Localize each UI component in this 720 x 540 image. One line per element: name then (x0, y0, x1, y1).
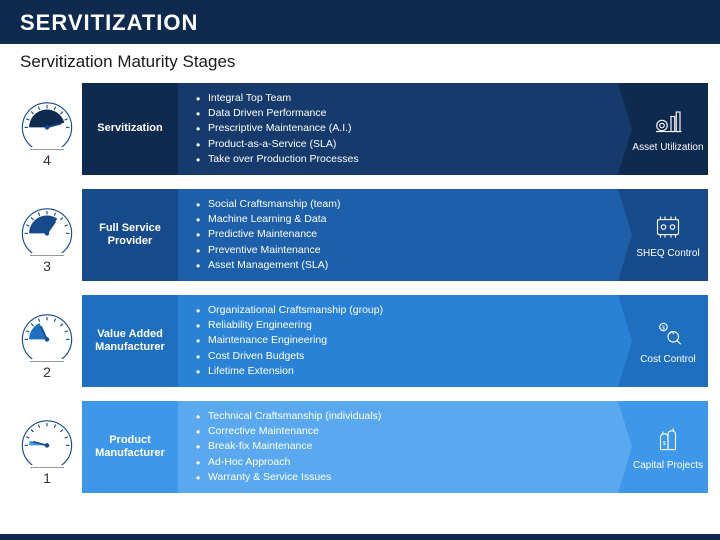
stage-icon: $ (653, 424, 683, 457)
gauge-level-1: 1 (12, 409, 82, 486)
bullet-item: Asset Management (SLA) (196, 258, 610, 273)
stage-row-3: 3 Full Service Provider Social Craftsman… (12, 186, 708, 284)
stage-icon (653, 106, 683, 139)
stage-icon-label: SHEQ Control (636, 248, 699, 259)
stage-row-2: 2 Value Added Manufacturer Organizationa… (12, 292, 708, 390)
stage-icon: $ (653, 318, 683, 351)
bullet-item: Maintenance Engineering (196, 333, 610, 348)
stage-banner: Servitization Integral Top TeamData Driv… (82, 83, 708, 175)
gauge-level-4: 4 (12, 91, 82, 168)
gauge-icon (19, 303, 75, 359)
stage-label: Value Added Manufacturer (82, 295, 178, 387)
bullet-item: Ad-Hoc Approach (196, 455, 610, 470)
stage-bullets: Social Craftsmanship (team)Machine Learn… (178, 189, 618, 281)
bullet-item: Lifetime Extension (196, 364, 610, 379)
stage-banner: Full Service Provider Social Craftsmansh… (82, 189, 708, 281)
stage-icon-label: Capital Projects (633, 460, 703, 471)
gauge-icon (19, 91, 75, 147)
svg-text:$: $ (662, 325, 665, 331)
stage-row-1: 1 Product Manufacturer Technical Craftsm… (12, 398, 708, 496)
gauge-number: 2 (30, 361, 64, 380)
svg-text:$: $ (663, 441, 666, 447)
stage-bullets: Technical Craftsmanship (individuals)Cor… (178, 401, 618, 493)
stage-label: Product Manufacturer (82, 401, 178, 493)
header-bar: SERVITIZATION (0, 0, 720, 44)
bullet-item: Data Driven Performance (196, 106, 610, 121)
stage-banner: Product Manufacturer Technical Craftsman… (82, 401, 708, 493)
gauge-icon (19, 197, 75, 253)
stage-bullets: Organizational Craftsmanship (group)Reli… (178, 295, 618, 387)
gauge-number: 3 (30, 255, 64, 274)
bullet-item: Cost Driven Budgets (196, 349, 610, 364)
stage-label: Servitization (82, 83, 178, 175)
bullet-item: Integral Top Team (196, 91, 610, 106)
bullet-item: Warranty & Service Issues (196, 470, 610, 485)
gauge-icon (19, 409, 75, 465)
page-title: SERVITIZATION (20, 10, 700, 36)
stages-container: 4 Servitization Integral Top TeamData Dr… (0, 76, 720, 496)
bullet-item: Organizational Craftsmanship (group) (196, 303, 610, 318)
bullet-item: Social Craftsmanship (team) (196, 197, 610, 212)
stage-icon (653, 212, 683, 245)
bullet-item: Predictive Maintenance (196, 227, 610, 242)
bullet-item: Product-as-a-Service (SLA) (196, 137, 610, 152)
stage-icon-label: Asset Utilization (632, 142, 703, 153)
bullet-item: Corrective Maintenance (196, 424, 610, 439)
stage-icon-label: Cost Control (640, 354, 696, 365)
bullet-item: Prescriptive Maintenance (A.I.) (196, 121, 610, 136)
page-subtitle: Servitization Maturity Stages (0, 44, 720, 76)
bullet-item: Break-fix Maintenance (196, 439, 610, 454)
stage-label: Full Service Provider (82, 189, 178, 281)
footer-accent (0, 534, 720, 540)
bullet-item: Reliability Engineering (196, 318, 610, 333)
stage-banner: Value Added Manufacturer Organizational … (82, 295, 708, 387)
bullet-item: Preventive Maintenance (196, 243, 610, 258)
gauge-number: 4 (30, 149, 64, 168)
gauge-level-3: 3 (12, 197, 82, 274)
bullet-item: Technical Craftsmanship (individuals) (196, 409, 610, 424)
bullet-item: Take over Production Processes (196, 152, 610, 167)
gauge-level-2: 2 (12, 303, 82, 380)
stage-row-4: 4 Servitization Integral Top TeamData Dr… (12, 80, 708, 178)
stage-bullets: Integral Top TeamData Driven Performance… (178, 83, 618, 175)
gauge-number: 1 (30, 467, 64, 486)
bullet-item: Machine Learning & Data (196, 212, 610, 227)
